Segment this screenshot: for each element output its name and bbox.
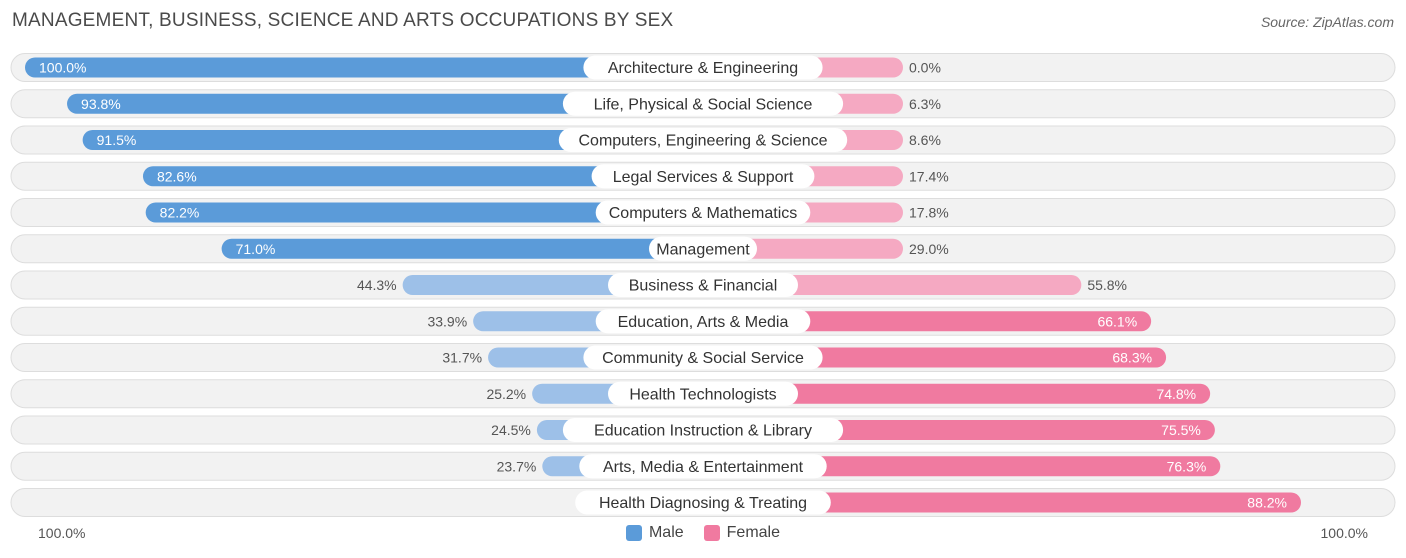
female-bar: [703, 383, 1211, 404]
source-credit: Source: ZipAtlas.com: [1260, 14, 1394, 30]
category-label: Management: [656, 241, 750, 258]
female-value-label: 8.6%: [909, 132, 941, 148]
axis-left-label: 100.0%: [38, 525, 86, 541]
category-label-pill: [575, 490, 831, 515]
female-bar: [703, 275, 1082, 295]
female-value-label: 76.3%: [1167, 458, 1207, 474]
chart-title: MANAGEMENT, BUSINESS, SCIENCE AND ARTS O…: [12, 10, 674, 31]
legend-item-female: Female: [703, 524, 781, 542]
female-value-label: 55.8%: [1087, 277, 1127, 293]
female-value-label: 17.4%: [909, 168, 949, 184]
category-label: Community & Social Service: [602, 350, 804, 367]
category-label: Life, Physical & Social Science: [594, 96, 813, 113]
male-bar: [145, 202, 703, 223]
category-label: Health Diagnosing & Treating: [599, 495, 807, 512]
category-label: Legal Services & Support: [613, 169, 794, 186]
female-bar: [703, 456, 1221, 477]
category-label-pill: [595, 200, 811, 225]
female-value-label: 17.8%: [909, 205, 949, 221]
female-value-label: 74.8%: [1156, 386, 1196, 402]
category-label: Architecture & Engineering: [608, 60, 798, 77]
category-label-pill: [649, 236, 757, 261]
category-label: Computers & Mathematics: [609, 205, 798, 222]
male-value-label: 44.3%: [357, 277, 397, 293]
female-value-label: 88.2%: [1247, 495, 1287, 511]
category-label-pill: [595, 309, 811, 334]
male-bar: [221, 238, 703, 259]
female-value-label: 6.3%: [909, 96, 941, 112]
bar-chart: 100.0% 0.0% Architecture & Engineering 93.8…: [10, 53, 1396, 517]
female-bar: [703, 311, 1152, 332]
category-label-pill: [562, 418, 844, 442]
category-label-pill: [583, 345, 823, 370]
male-bar: [82, 130, 703, 150]
female-value-label: 29.0%: [909, 241, 949, 257]
female-bar: [703, 492, 1301, 513]
category-label: Arts, Media & Entertainment: [603, 459, 804, 476]
axis-right-label: 100.0%: [1320, 525, 1368, 541]
male-value-label: 31.7%: [442, 350, 482, 366]
male-bar: [67, 93, 703, 114]
category-label-pill: [608, 381, 798, 406]
male-value-label: 91.5%: [97, 132, 137, 148]
legend-item-male: Male: [625, 524, 684, 542]
category-label: Business & Financial: [629, 278, 778, 295]
category-label: Computers, Engineering & Science: [578, 133, 827, 150]
legend-female-label: Female: [726, 524, 781, 541]
category-label-pill: [591, 164, 815, 189]
legend: Male Female: [0, 524, 1406, 542]
male-bar: [25, 57, 703, 78]
male-value-label: 25.2%: [486, 386, 526, 402]
female-value-label: 66.1%: [1097, 313, 1137, 329]
female-value-label: 68.3%: [1112, 350, 1152, 366]
category-label-pill: [562, 91, 844, 116]
male-value-label: 23.7%: [497, 458, 537, 474]
category-label: Health Technologists: [629, 386, 776, 403]
female-value-label: 0.0%: [909, 60, 941, 76]
male-value-label: 93.8%: [81, 96, 121, 112]
category-label-pill: [579, 454, 827, 479]
category-label: Education Instruction & Library: [594, 423, 812, 440]
category-label-pill: [608, 273, 798, 297]
male-value-label: 33.9%: [427, 313, 467, 329]
category-label-pill: [583, 55, 823, 80]
female-swatch-icon: [703, 525, 720, 541]
male-value-label: 71.0%: [236, 241, 276, 257]
legend-male-label: Male: [648, 524, 684, 541]
category-label-pill: [558, 128, 848, 152]
male-value-label: 82.6%: [157, 168, 197, 184]
category-label: Education, Arts & Media: [618, 314, 789, 331]
male-bar: [142, 166, 704, 187]
male-value-label: 82.2%: [160, 205, 200, 221]
female-value-label: 75.5%: [1161, 422, 1201, 438]
male-swatch-icon: [625, 525, 642, 541]
male-value-label: 100.0%: [39, 60, 86, 76]
male-value-label: 24.5%: [491, 422, 531, 438]
